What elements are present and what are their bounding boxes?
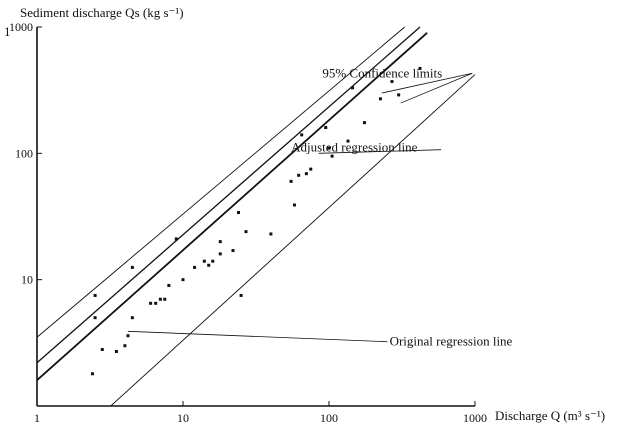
data-point	[207, 263, 211, 267]
data-point	[327, 146, 331, 150]
y-axis-corner-label: 1	[4, 24, 11, 39]
x-tick-label: 10	[177, 411, 189, 425]
data-point	[292, 203, 296, 207]
data-points	[91, 66, 422, 376]
data-point	[93, 316, 97, 320]
annotation-label: 95% Confidence limits	[322, 65, 442, 80]
x-tick-label: 1000	[463, 411, 487, 425]
data-point	[130, 265, 134, 269]
data-point	[93, 293, 97, 297]
regression-line	[36, 32, 428, 381]
data-point	[154, 301, 158, 305]
data-point	[346, 139, 350, 143]
data-point	[174, 237, 178, 241]
data-point	[324, 126, 328, 130]
annotation-leader	[318, 149, 442, 154]
regression-lines	[36, 26, 476, 407]
y-tick-label: 10	[21, 273, 33, 287]
data-point	[330, 154, 334, 158]
data-point	[237, 211, 241, 215]
data-point	[351, 86, 355, 90]
data-point	[304, 172, 308, 176]
x-tick-label: 1	[34, 411, 40, 425]
data-point	[193, 265, 197, 269]
regression-line	[36, 26, 405, 338]
data-point	[123, 344, 127, 348]
data-point	[378, 97, 382, 101]
data-point	[158, 297, 162, 301]
data-point	[100, 348, 104, 352]
annotation-label: Adjusted regression line	[291, 140, 418, 155]
data-point	[130, 316, 134, 320]
data-point	[163, 297, 167, 301]
data-point	[300, 133, 304, 137]
data-point	[390, 80, 394, 84]
y-axis-title: Sediment discharge Qs (kg s⁻¹)	[20, 5, 184, 20]
regression-line	[110, 74, 476, 407]
data-point	[289, 179, 293, 183]
annotation-leader	[127, 330, 388, 343]
data-point	[244, 230, 248, 234]
data-point	[297, 173, 301, 177]
data-point	[149, 301, 153, 305]
x-tick-label: 100	[320, 411, 338, 425]
data-point	[202, 259, 206, 263]
chart-labels: Sediment discharge Qs (kg s⁻¹) 1 Dischar…	[4, 5, 605, 423]
data-point	[91, 372, 95, 376]
x-axis-title: Discharge Q (m³ s⁻¹)	[495, 408, 605, 423]
y-tick-label: 1000	[9, 20, 33, 34]
annotation-label: Original regression line	[390, 334, 513, 349]
y-tick-label: 100	[15, 146, 33, 160]
data-point	[167, 283, 171, 287]
data-point	[231, 249, 235, 253]
annotation-leader	[400, 72, 473, 104]
data-point	[362, 121, 366, 125]
data-point	[218, 240, 222, 244]
data-point	[114, 350, 118, 354]
data-point	[239, 293, 243, 297]
axes: 1 10 100 1000 10 100 1000	[9, 20, 487, 425]
annotation-leader	[381, 72, 473, 94]
data-point	[397, 93, 401, 97]
regression-line	[36, 26, 421, 364]
data-point	[211, 259, 215, 263]
annotation-leaders	[127, 72, 473, 343]
data-point	[418, 66, 422, 70]
data-point	[218, 252, 222, 256]
data-point	[309, 167, 313, 171]
data-point	[181, 278, 185, 282]
data-point	[269, 232, 273, 236]
data-point	[126, 334, 130, 338]
